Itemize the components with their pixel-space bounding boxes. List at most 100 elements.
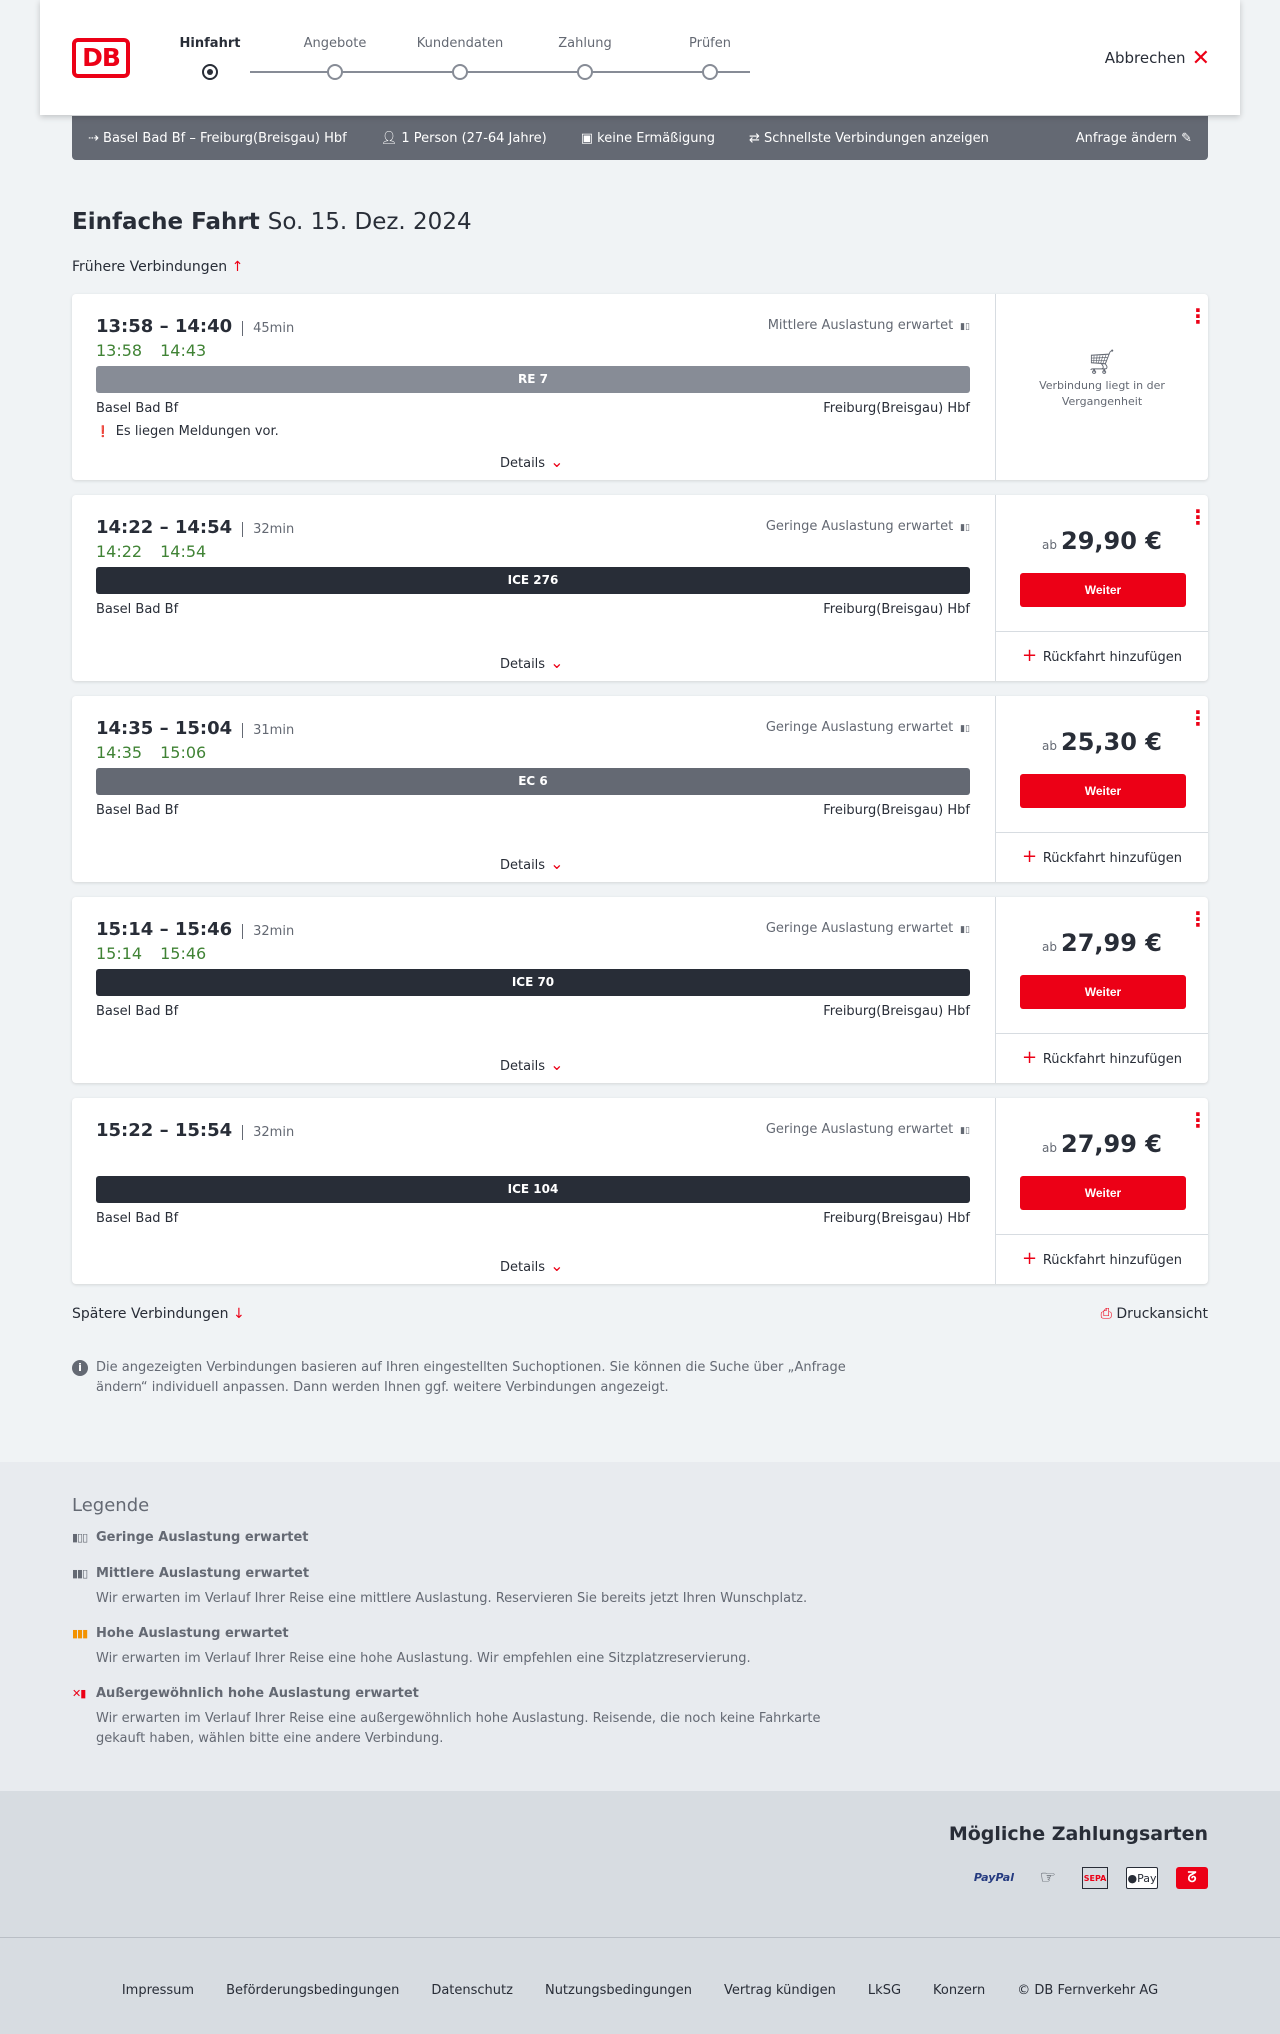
legend-item-desc: Wir erwarten im Verlauf Ihrer Reise eine… — [96, 1651, 751, 1666]
planned-times: 15:14 – 15:46 32min — [96, 919, 295, 940]
occupancy: Geringe Auslastung erwartet ▮▯ — [766, 519, 970, 534]
train-bar[interactable]: EC 6 — [96, 768, 970, 795]
connection-card[interactable]: 14:35 – 15:04 31min 14:35 15:06 Geringe Ausl… — [72, 696, 1208, 882]
progress-line — [250, 71, 750, 73]
origin-station: Basel Bad Bf — [96, 602, 179, 617]
offer-panel: ⋮ ab 27,99 € Weiter + Rückfahrt hinzufügen — [995, 1098, 1208, 1284]
origin-station: Basel Bad Bf — [96, 401, 179, 416]
realtime-arrival: 14:43 — [160, 341, 207, 360]
footer-link[interactable]: Konzern — [933, 1983, 986, 1998]
destination-station: Freiburg(Breisgau) Hbf — [823, 602, 970, 617]
train-bar[interactable]: ICE 276 — [96, 567, 970, 594]
more-options-icon[interactable]: ⋮ — [1188, 505, 1208, 529]
occupancy-label: Geringe Auslastung erwartet — [765, 519, 954, 534]
apple-pay-label: Pay — [1137, 1872, 1157, 1885]
occupancy: Geringe Auslastung erwartet ▮▯ — [766, 1122, 970, 1137]
legend-item-title: Geringe Auslastung erwartet — [96, 1530, 309, 1545]
occupancy: Mittlere Auslastung erwartet ▮▯ — [768, 318, 970, 333]
continue-button[interactable]: Weiter — [1020, 975, 1186, 1009]
occupancy-icon: ▮▯ — [957, 523, 970, 533]
add-return-button[interactable]: + Rückfahrt hinzufügen — [996, 1033, 1208, 1083]
plus-icon: + — [1022, 645, 1043, 666]
step-3: Zahlung — [558, 36, 612, 51]
destination-station: Freiburg(Breisgau) Hbf — [823, 401, 970, 416]
passengers-text: 1 Person (27-64 Jahre) — [401, 130, 547, 146]
duration: 32min — [242, 522, 295, 537]
destination-station: Freiburg(Breisgau) Hbf — [823, 1004, 970, 1019]
later-connections-link[interactable]: Spätere Verbindungen ↓ — [72, 1306, 245, 1322]
occupancy-label: Mittlere Auslastung erwartet — [767, 318, 954, 333]
db-logo[interactable]: DB — [72, 38, 130, 78]
info-text: Die angezeigten Verbindungen basieren au… — [96, 1360, 846, 1395]
details-toggle[interactable]: Details ⌄ — [500, 653, 564, 672]
train-bar[interactable]: ICE 104 — [96, 1176, 970, 1203]
more-options-icon[interactable]: ⋮ — [1188, 706, 1208, 730]
offer-panel: ⋮ 🛒︎ Verbindung liegt in der Vergangenheit — [995, 294, 1208, 480]
details-toggle[interactable]: Details ⌄ — [500, 1256, 564, 1275]
plus-icon: + — [1022, 1047, 1043, 1068]
time-range: 13:58 – 14:40 — [96, 316, 233, 337]
connection-card[interactable]: 15:14 – 15:46 32min 15:14 15:46 Geringe Ausl… — [72, 897, 1208, 1083]
add-return-button[interactable]: + Rückfahrt hinzufügen — [996, 1234, 1208, 1284]
printer-icon: ⎙ — [1100, 1306, 1112, 1322]
add-return-button[interactable]: + Rückfahrt hinzufügen — [996, 631, 1208, 681]
more-options-icon[interactable]: ⋮ — [1188, 1108, 1208, 1132]
duration: 32min — [242, 924, 295, 939]
connection-card[interactable]: 15:22 – 15:54 32min Geringe Auslastung erw… — [72, 1098, 1208, 1284]
footer-link[interactable]: LkSG — [867, 1983, 902, 1998]
realtime-times: 15:14 15:46 — [96, 944, 224, 963]
price: ab 29,90 € — [996, 527, 1208, 555]
origin-station: Basel Bad Bf — [96, 1211, 179, 1226]
search-summary-bar: ⇢ Basel Bad Bf – Freiburg(Breisgau) Hbf … — [72, 116, 1208, 160]
continue-button[interactable]: Weiter — [1020, 573, 1186, 607]
cancel-button[interactable]: Abbrechen ✕ — [1105, 46, 1210, 71]
footer-link[interactable]: Beförderungsbedingungen — [226, 1983, 400, 1998]
legend-item-title: Hohe Auslastung erwartet — [96, 1626, 289, 1641]
connection-card[interactable]: 14:22 – 14:54 32min 14:22 14:54 Geringe Ausl… — [72, 495, 1208, 681]
more-options-icon[interactable]: ⋮ — [1188, 304, 1208, 328]
notice: ❗ Es liegen Meldungen vor. — [96, 424, 279, 439]
details-toggle[interactable]: Details ⌄ — [500, 1055, 564, 1074]
payment-title: Mögliche Zahlungsarten — [948, 1823, 1208, 1845]
trip-date: So. 15. Dez. 2024 — [267, 209, 472, 235]
continue-button[interactable]: Weiter — [1020, 774, 1186, 808]
connection-card[interactable]: 13:58 – 14:40 45min 13:58 14:43 Mittlere Aus… — [72, 294, 1208, 480]
details-toggle[interactable]: Details ⌄ — [500, 452, 564, 471]
edit-request-button[interactable]: Anfrage ändern ✎ — [1076, 131, 1192, 146]
legend-section: Legende ▮▯▯ Geringe Auslastung erwartet ▮▮… — [0, 1462, 1280, 1791]
price: ab 27,99 € — [996, 1130, 1208, 1158]
chevron-down-icon: ⌄ — [545, 653, 564, 672]
realtime-times: 14:22 14:54 — [96, 542, 224, 561]
add-return-button[interactable]: + Rückfahrt hinzufügen — [996, 832, 1208, 882]
footer-link[interactable]: Impressum — [121, 1983, 195, 1998]
footer-link[interactable]: Nutzungsbedingungen — [544, 1983, 692, 1998]
step-dot — [702, 64, 718, 80]
continue-button[interactable]: Weiter — [1020, 1176, 1186, 1210]
earlier-connections-link[interactable]: Frühere Verbindungen ↑ — [72, 259, 243, 275]
plus-icon: + — [1022, 1248, 1043, 1269]
step-0: Hinfahrt — [179, 36, 241, 51]
step-dot — [452, 64, 468, 80]
add-return-label: Rückfahrt hinzufügen — [1042, 1253, 1182, 1268]
origin-station: Basel Bad Bf — [96, 803, 179, 818]
chevron-down-icon: ⌄ — [545, 1256, 564, 1275]
route: ⇢ Basel Bad Bf – Freiburg(Breisgau) Hbf — [88, 130, 347, 146]
destination-station: Freiburg(Breisgau) Hbf — [823, 1211, 970, 1226]
notice-text: Es liegen Meldungen vor. — [115, 424, 279, 439]
train-bar[interactable]: RE 7 — [96, 366, 970, 393]
footer-link[interactable]: Datenschutz — [431, 1983, 513, 1998]
step-4: Prüfen — [688, 36, 731, 51]
close-icon: ✕ — [1191, 46, 1210, 71]
train-bar[interactable]: ICE 70 — [96, 969, 970, 996]
realtime-arrival: 15:06 — [160, 743, 207, 762]
step-dot — [327, 64, 343, 80]
print-view-link[interactable]: ⎙ Druckansicht — [1101, 1306, 1208, 1322]
route-text: Basel Bad Bf – Freiburg(Breisgau) Hbf — [103, 130, 347, 146]
offer-panel: ⋮ ab 27,99 € Weiter + Rückfahrt hinzufügen — [995, 897, 1208, 1083]
add-return-label: Rückfahrt hinzufügen — [1042, 1052, 1182, 1067]
footer-link[interactable]: Vertrag kündigen — [723, 1983, 836, 1998]
details-toggle[interactable]: Details ⌄ — [500, 854, 564, 873]
price-prefix: ab — [1042, 1141, 1057, 1155]
more-options-icon[interactable]: ⋮ — [1188, 907, 1208, 931]
header: DB Hinfahrt Angebote Kundendaten Zahlung Prü… — [40, 0, 1240, 115]
